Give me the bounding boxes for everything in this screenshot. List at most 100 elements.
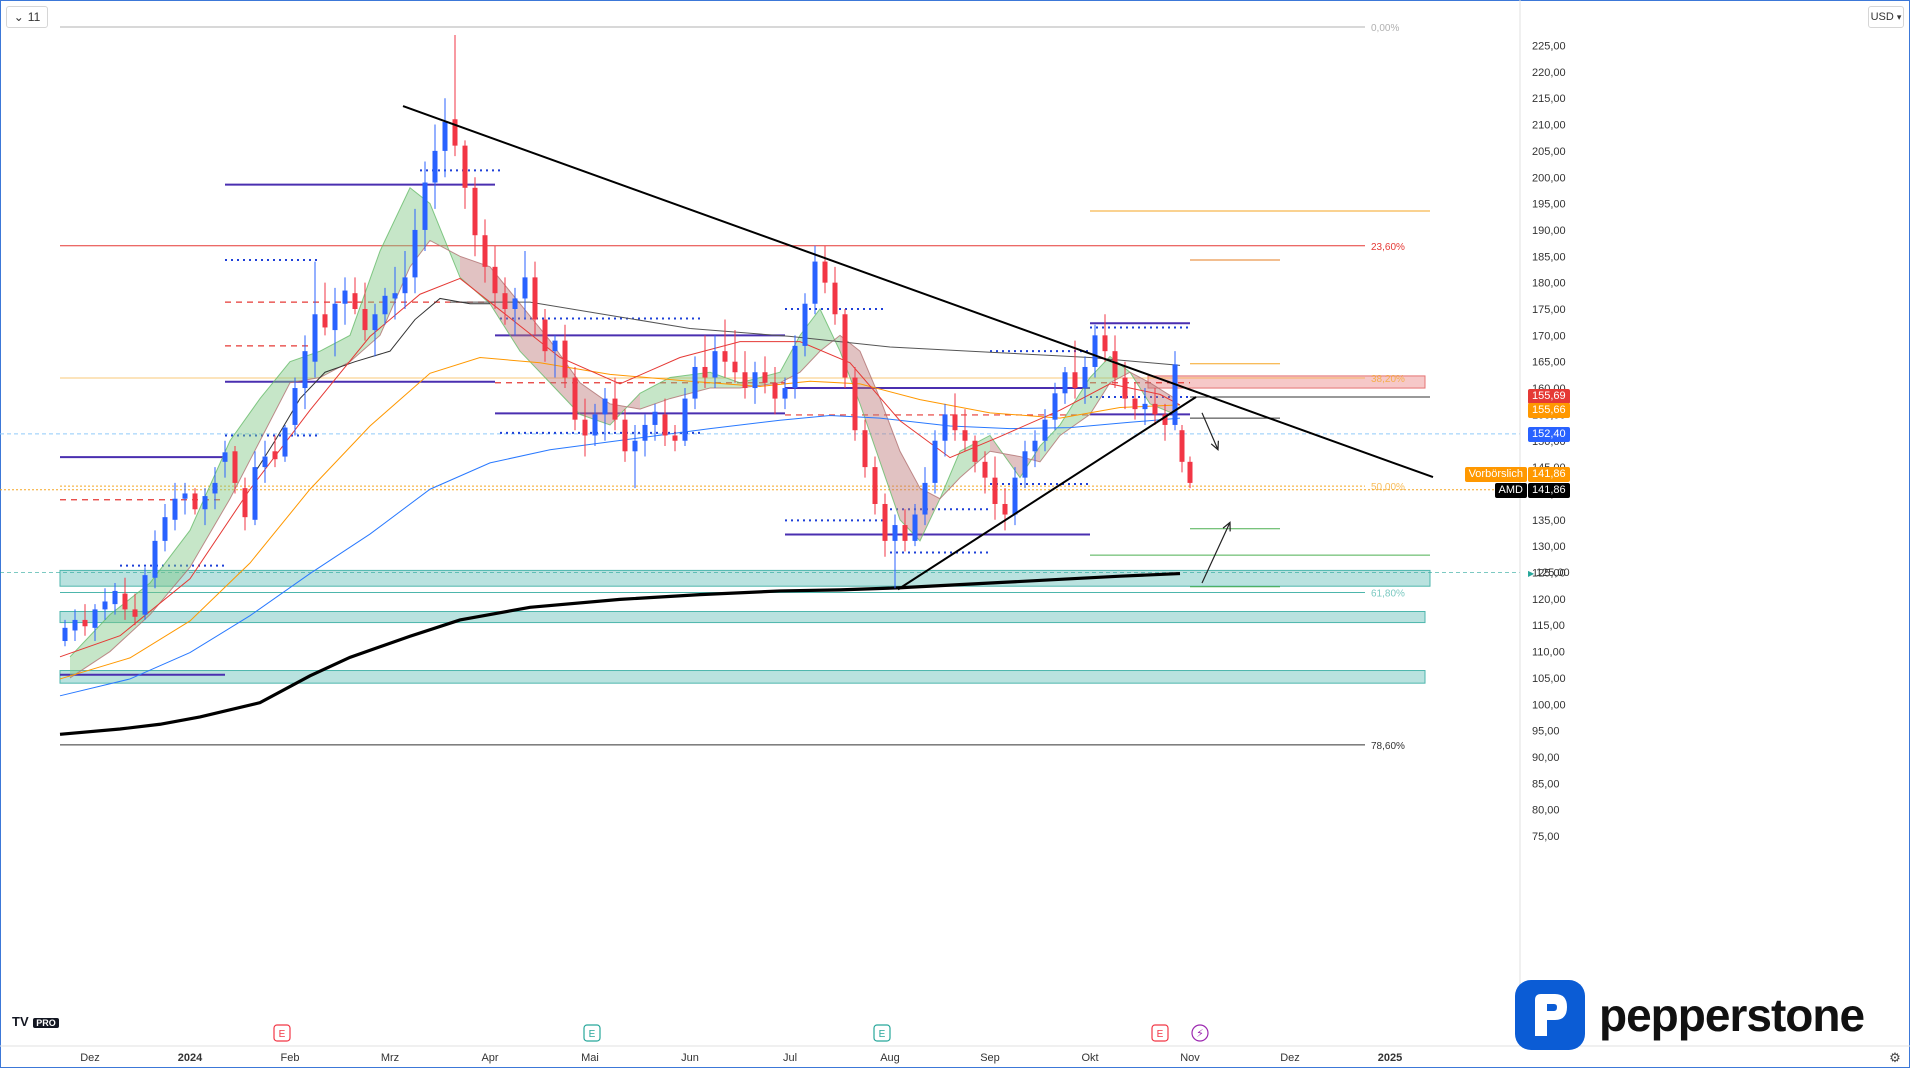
time-tick-label: Apr [481,1052,498,1064]
price-tick-label: 95,00 [1532,726,1560,738]
ribbon-seg-35 [1060,377,1090,436]
sma150-line [450,301,1181,366]
candle-body-78 [842,314,848,378]
symbol-tag: AMD [1494,482,1527,498]
candle-body-1 [72,619,78,631]
arrow-line-1 [1201,522,1231,584]
candle-body-61 [672,435,678,441]
candle-body-38 [442,121,448,151]
price-tick-label: 135,00 [1532,515,1566,527]
candle-body-88 [942,414,948,441]
sma20-line [59,277,1181,658]
candle-body-4 [102,601,108,610]
currency-button[interactable]: USD ▾ [1868,6,1904,28]
price-axis[interactable]: 225,00 220,00 215,00 210,00 205,00 200,00 195,… [1519,0,1566,1046]
candle-body-60 [662,414,668,436]
candle-body-63 [692,366,698,399]
candle-body-6 [122,593,128,610]
price-tick-label: 75,00 [1532,831,1560,843]
candle-body-92 [982,461,988,478]
settings-gear-icon[interactable]: ⚙ [1889,1050,1901,1065]
price-tick-label: 220,00 [1532,67,1566,79]
earnings-event-icon [1151,1024,1169,1042]
price-tick-label: 100,00 [1532,699,1566,711]
interval-button[interactable]: ⌄ 11 [6,6,48,28]
trendline-1 [897,396,1197,591]
price-tick-label: 125,00 [1532,568,1566,580]
pepperstone-logo: pepperstone [1515,980,1865,1050]
price-tick-label: 90,00 [1532,752,1560,764]
time-tick-label: Nov [1180,1052,1200,1064]
candle-body-83 [892,525,898,541]
time-tick-label: Feb [281,1052,300,1064]
candle-body-19 [252,467,258,520]
candle-body-49 [552,340,558,352]
candle-body-90 [962,430,968,441]
candle-body-94 [1002,503,1008,515]
candle-body-3 [92,609,98,628]
candle-body-84 [902,525,908,541]
candle-body-70 [762,372,768,383]
candle-body-50 [562,340,568,378]
candle-body-77 [832,282,838,315]
price-tick-label: 210,00 [1532,120,1566,132]
ribbon-seg-36 [1090,356,1110,415]
candle-body-33 [392,293,398,299]
candle-body-47 [532,277,538,320]
candle-body-87 [932,440,938,483]
candle-body-52 [582,419,588,436]
candle-body-66 [722,351,728,362]
price-label-pill: 155,66 [1528,402,1570,418]
fib-label-0: 0,00% [1371,23,1399,34]
time-tick-label: Dez [1280,1052,1300,1064]
ribbon-seg-27 [880,398,900,520]
candle-body-86 [922,482,928,515]
candle-body-9 [152,540,158,578]
candle-body-71 [772,382,778,399]
trendlines-layer [402,105,1434,591]
earnings-event-letter: E [589,1029,596,1040]
alert-marker-icon: ▶ [1528,568,1535,578]
time-axis[interactable]: Dez 2024 Feb Mrz Apr Mai Jun Jul Aug Sep Okt Nov Dez… [0,1045,1910,1065]
brand-name: pepperstone [1599,989,1865,1041]
candle-body-34 [402,277,408,294]
alert-price-label: 125,00 [1536,566,1570,579]
candle-body-110 [1162,414,1168,425]
candle-body-85 [912,514,918,541]
candle-body-0 [62,627,68,642]
moving-averages-layer [59,277,1181,736]
candle-body-58 [642,424,648,441]
candle-body-20 [262,456,268,468]
ribbon-seg-18 [640,377,670,410]
candle-body-106 [1122,377,1128,399]
chevron-down-icon: ▾ [1896,11,1902,22]
candle-body-45 [512,298,518,309]
time-tick-label: Jun [681,1052,699,1064]
candle-body-22 [282,427,288,457]
ribbon-seg-39 [1150,382,1175,415]
price-tick-label: 225,00 [1532,41,1566,53]
ribbon-seg-12 [460,256,490,304]
tradingview-mark: TV [12,1014,29,1029]
candle-body-46 [522,277,528,299]
price-tick-label: 80,00 [1532,805,1560,817]
zone-rect-2 [59,670,1426,684]
candle-body-82 [882,503,888,541]
candle-body-41 [472,187,478,236]
candle-body-32 [382,295,388,315]
candle-body-56 [622,419,628,452]
candle-body-103 [1092,335,1098,367]
candle-body-62 [682,398,688,441]
candle-body-48 [542,319,548,352]
price-label-pill: 152,40 [1528,426,1570,442]
ribbon-seg-34 [1040,424,1060,462]
platform-badge: PRO [33,1018,59,1028]
candle-body-59 [652,411,658,425]
ribbon-seg-3 [190,440,230,568]
price-tick-label: 130,00 [1532,541,1566,553]
candle-body-76 [822,261,828,283]
earnings-event-letter: E [1157,1029,1164,1040]
price-tick-label: 115,00 [1532,620,1565,632]
candle-body-80 [862,430,868,468]
